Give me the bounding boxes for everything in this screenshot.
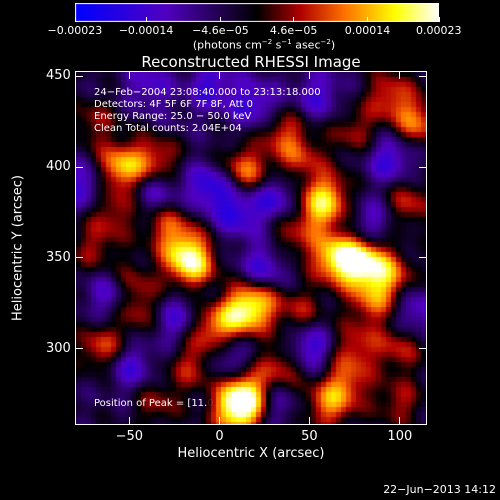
x-tick-label: 0 — [215, 429, 224, 444]
y-tick-label: 400 — [46, 159, 71, 175]
colorbar-tick-label: −0.00014 — [118, 24, 174, 37]
colorbar — [75, 3, 439, 22]
y-tick-right — [419, 348, 427, 350]
x-tick-label: 50 — [301, 429, 318, 444]
x-tick-top — [218, 71, 220, 79]
colorbar-tick-label: −4.6e−05 — [192, 24, 249, 37]
colorbar-tick — [220, 17, 222, 22]
x-tick-label: 100 — [387, 429, 413, 444]
plot-frame — [75, 71, 427, 425]
colorbar-unit: (photons cm−2 s−1 asec−2) — [192, 38, 336, 52]
heatmap-image — [76, 72, 426, 424]
colorbar-tick-label: 4.6e−05 — [269, 24, 318, 37]
colorbar-tick — [292, 17, 294, 22]
footer-date: 22−Jun−2013 14:12 — [383, 483, 496, 496]
colorbar-tick-label: −0.00023 — [47, 24, 103, 37]
observation-info: 24−Feb−2004 23:08:40.000 to 23:13:18.000… — [94, 87, 321, 135]
x-tick — [218, 417, 220, 425]
x-tick-top — [309, 71, 311, 79]
colorbar-tick-label: 0.00014 — [344, 24, 391, 37]
y-tick-label: 300 — [46, 340, 71, 356]
y-tick-right — [419, 166, 427, 168]
colorbar-tick — [438, 17, 440, 22]
y-tick — [75, 75, 83, 77]
peak-position-label: Position of Peak = [11.0, 290.0] — [94, 398, 253, 409]
colorbar-tick — [367, 17, 369, 22]
chart-title: Reconstructed RHESSI Image — [141, 53, 361, 71]
x-tick-top — [128, 71, 130, 79]
x-tick-top — [399, 71, 401, 79]
x-tick-label: −50 — [115, 429, 144, 444]
y-tick-label: 350 — [46, 249, 71, 265]
x-tick — [309, 417, 311, 425]
colorbar-tick — [74, 17, 76, 22]
y-tick-right — [419, 257, 427, 259]
colorbar-tick-label: 0.00023 — [416, 24, 462, 37]
x-tick — [399, 417, 401, 425]
info-line-time: 24−Feb−2004 23:08:40.000 to 23:13:18.000 — [94, 87, 321, 98]
y-tick-label: 450 — [46, 68, 71, 84]
y-tick — [75, 348, 83, 350]
info-line-counts: Clean Total counts: 2.04E+04 — [94, 123, 242, 134]
info-line-energy: Energy Range: 25.0 − 50.0 keV — [94, 111, 252, 122]
y-tick — [75, 166, 83, 168]
y-tick — [75, 257, 83, 259]
colorbar-tick — [145, 17, 147, 22]
y-tick-right — [419, 75, 427, 77]
y-axis-label: Heliocentric Y (arcsec) — [10, 175, 26, 321]
x-tick — [128, 417, 130, 425]
peak-position-hidden: 0, 290.0] — [207, 398, 253, 409]
x-axis-label: Heliocentric X (arcsec) — [177, 446, 325, 461]
info-line-detectors: Detectors: 4F 5F 6F 7F 8F, Att 0 — [94, 99, 254, 110]
